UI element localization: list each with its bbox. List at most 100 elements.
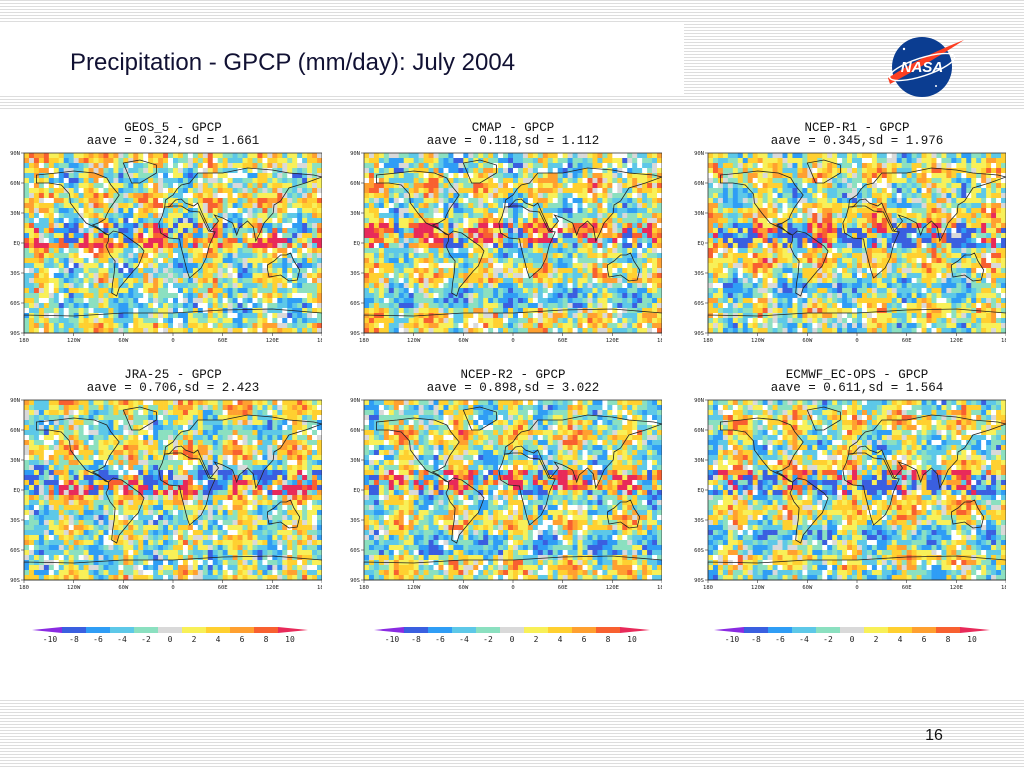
anomaly-cell <box>68 203 74 209</box>
anomaly-cell <box>242 253 248 259</box>
anomaly-cell <box>73 268 79 274</box>
anomaly-cell <box>192 268 199 274</box>
anomaly-cell <box>488 158 494 164</box>
anomaly-cell <box>388 303 395 309</box>
anomaly-cell <box>647 158 653 164</box>
anomaly-cell <box>647 288 653 294</box>
anomaly-cell <box>642 193 648 199</box>
anomaly-cell <box>148 268 154 274</box>
anomaly-cell <box>302 153 308 159</box>
anomaly-cell <box>78 213 84 219</box>
anomaly-cell <box>438 328 444 334</box>
anomaly-cell <box>133 303 139 309</box>
anomaly-cell <box>158 168 164 174</box>
anomaly-cell <box>567 263 573 269</box>
anomaly-cell <box>227 213 233 219</box>
anomaly-cell <box>637 308 643 314</box>
anomaly-cell <box>547 158 554 164</box>
anomaly-cell <box>393 243 400 249</box>
anomaly-cell <box>73 193 79 199</box>
anomaly-cell <box>986 193 992 199</box>
anomaly-cell <box>252 208 258 214</box>
anomaly-cell <box>517 318 524 324</box>
anomaly-cell <box>128 193 134 199</box>
anomaly-cell <box>537 258 544 264</box>
anomaly-cell <box>182 278 189 284</box>
anomaly-cell <box>108 198 114 204</box>
anomaly-cell <box>118 328 124 334</box>
anomaly-cell <box>368 313 375 319</box>
anomaly-cell <box>364 298 370 304</box>
anomaly-cell <box>547 293 554 299</box>
anomaly-cell <box>212 193 218 199</box>
anomaly-cell <box>926 183 932 189</box>
anomaly-cell <box>262 238 268 244</box>
anomaly-cell <box>138 258 144 264</box>
anomaly-cell <box>403 303 409 309</box>
anomaly-cell <box>128 228 134 234</box>
anomaly-cell <box>28 238 35 244</box>
anomaly-cell <box>473 238 479 244</box>
anomaly-cell <box>118 153 124 159</box>
anomaly-cell <box>292 293 298 299</box>
anomaly-cell <box>503 243 509 249</box>
anomaly-cell <box>408 193 414 199</box>
anomaly-cell <box>552 218 558 224</box>
anomaly-cell <box>173 238 179 244</box>
anomaly-cell <box>567 268 573 274</box>
anomaly-cell <box>48 328 55 334</box>
anomaly-cell <box>364 218 370 224</box>
anomaly-cell <box>926 153 932 159</box>
anomaly-cell <box>138 293 144 299</box>
anomaly-cell <box>657 238 662 244</box>
anomaly-cell <box>292 243 298 249</box>
anomaly-cell <box>368 183 375 189</box>
anomaly-cell <box>242 168 248 174</box>
anomaly-cell <box>252 168 258 174</box>
anomaly-cell <box>637 213 643 219</box>
anomaly-cell <box>587 268 593 274</box>
anomaly-cell <box>423 233 429 239</box>
anomaly-cell <box>572 258 578 264</box>
anomaly-cell <box>792 168 798 174</box>
anomaly-cell <box>493 163 499 169</box>
anomaly-cell <box>222 213 228 219</box>
anomaly-cell <box>986 158 992 164</box>
anomaly-cell <box>287 163 293 169</box>
anomaly-cell <box>582 193 588 199</box>
anomaly-cell <box>133 258 139 264</box>
anomaly-cell <box>252 293 258 299</box>
anomaly-cell <box>498 173 504 179</box>
anomaly-cell <box>478 253 484 259</box>
anomaly-cell <box>463 303 469 309</box>
anomaly-cell <box>128 263 134 269</box>
anomaly-cell <box>587 283 593 289</box>
anomaly-cell <box>552 173 558 179</box>
anomaly-cell <box>103 283 109 289</box>
anomaly-cell <box>207 288 214 294</box>
anomaly-cell <box>1001 178 1006 184</box>
anomaly-cell <box>647 278 653 284</box>
anomaly-cell <box>827 178 833 184</box>
anomaly-cell <box>113 298 119 304</box>
anomaly-cell <box>237 203 243 209</box>
anomaly-cell <box>242 183 248 189</box>
anomaly-cell <box>364 273 370 279</box>
anomaly-cell <box>418 153 424 159</box>
anomaly-cell <box>627 243 633 249</box>
anomaly-cell <box>448 188 454 194</box>
anomaly-cell <box>133 308 139 314</box>
lat-label: 60S <box>350 301 360 307</box>
anomaly-cell <box>98 238 104 244</box>
anomaly-cell <box>488 208 494 214</box>
anomaly-cell <box>262 283 268 289</box>
anomaly-cell <box>168 248 174 254</box>
anomaly-cell <box>88 268 94 274</box>
anomaly-cell <box>881 163 888 169</box>
anomaly-cell <box>473 173 479 179</box>
anomaly-cell <box>287 288 293 294</box>
anomaly-cell <box>287 223 293 229</box>
anomaly-cell <box>657 183 662 189</box>
anomaly-cell <box>483 268 489 274</box>
anomaly-cell <box>232 183 238 189</box>
